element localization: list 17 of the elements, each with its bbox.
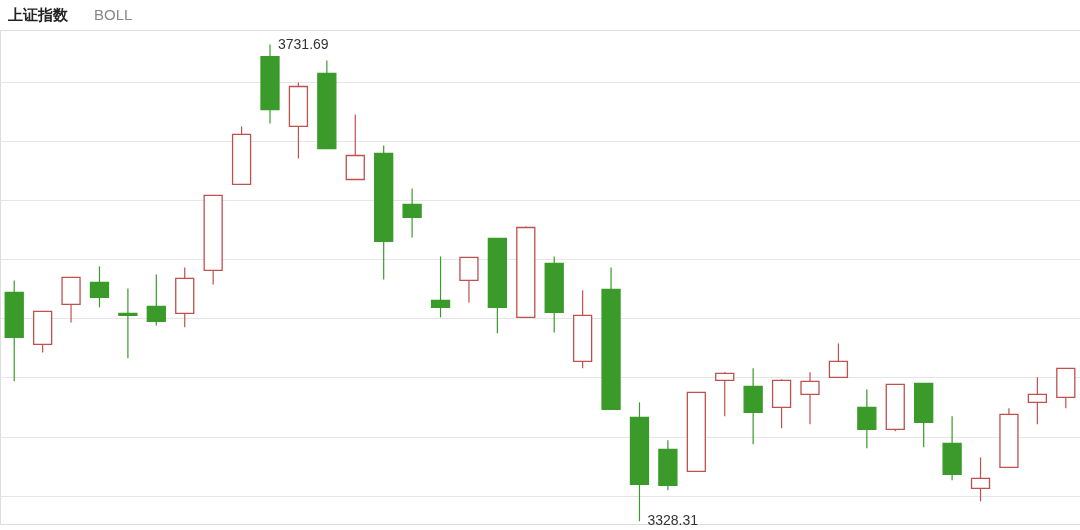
candlestick: [345, 113, 365, 181]
candlestick: [430, 255, 451, 319]
chart-subtitle: BOLL: [94, 6, 133, 23]
candlestick: [118, 287, 138, 359]
candlestick: [146, 273, 166, 327]
annotation: 3731.69: [278, 35, 329, 52]
candlestick: [459, 256, 479, 304]
candlestick: [1027, 376, 1048, 425]
candlestick: [402, 187, 422, 239]
annotation: 3328.31: [647, 512, 699, 529]
candlestick: [857, 388, 877, 449]
chart-title: 上证指数: [7, 6, 69, 23]
candlestick: [715, 371, 735, 417]
candlestick: [828, 342, 849, 378]
candlestick: [800, 371, 820, 425]
candlestick: [970, 456, 991, 502]
candlestick: [89, 265, 110, 308]
